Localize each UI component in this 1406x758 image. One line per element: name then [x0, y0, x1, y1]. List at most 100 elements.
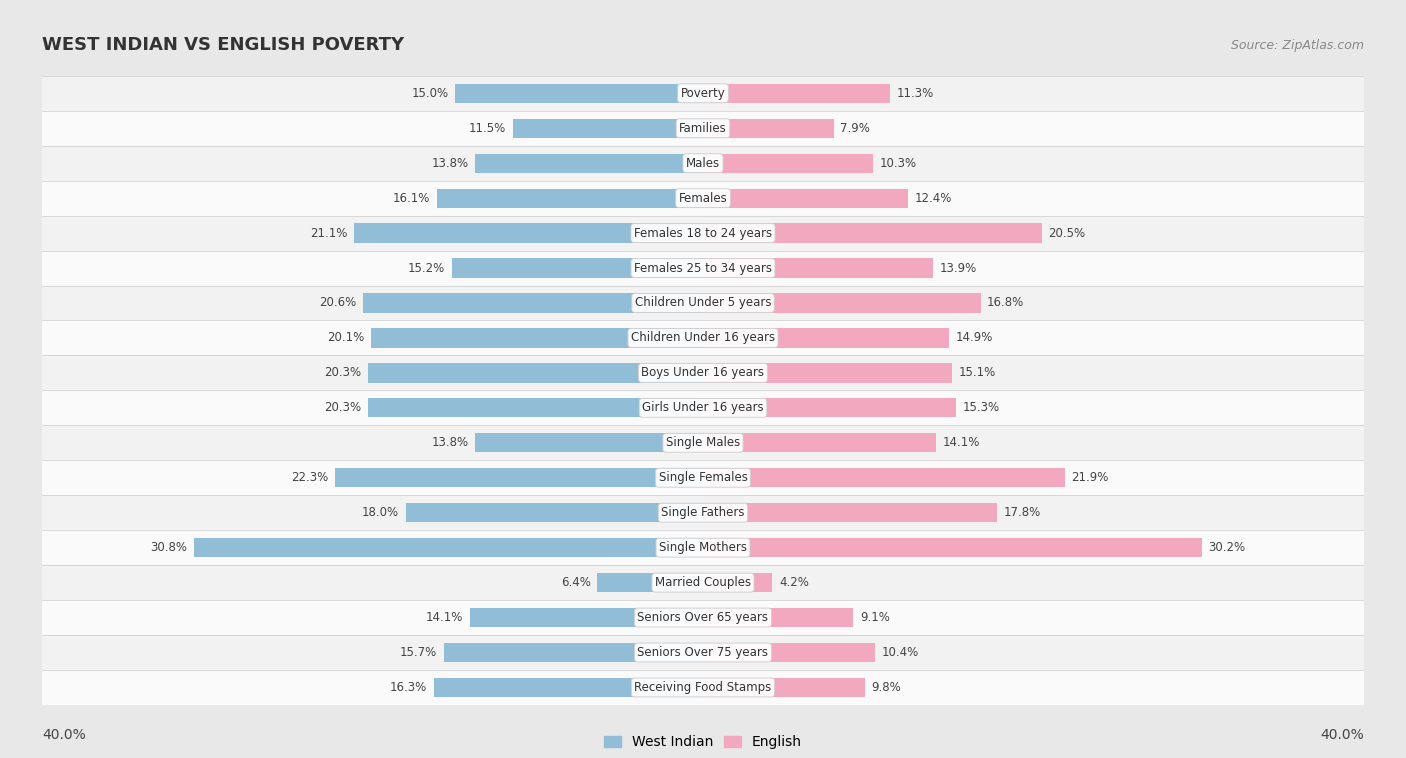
- Text: 15.7%: 15.7%: [399, 646, 437, 659]
- Bar: [42, 425, 1364, 460]
- Bar: [703, 293, 980, 312]
- Bar: [703, 118, 834, 138]
- Text: 13.8%: 13.8%: [432, 437, 468, 449]
- Bar: [703, 503, 997, 522]
- Bar: [703, 224, 1042, 243]
- Text: Children Under 16 years: Children Under 16 years: [631, 331, 775, 344]
- Text: 16.3%: 16.3%: [389, 681, 427, 694]
- Bar: [42, 111, 1364, 146]
- Text: Single Males: Single Males: [666, 437, 740, 449]
- Text: 6.4%: 6.4%: [561, 576, 591, 589]
- Bar: [475, 154, 703, 173]
- Text: Single Fathers: Single Fathers: [661, 506, 745, 519]
- Text: 15.0%: 15.0%: [412, 86, 449, 100]
- Text: Receiving Food Stamps: Receiving Food Stamps: [634, 681, 772, 694]
- Text: Families: Families: [679, 122, 727, 135]
- Bar: [367, 398, 703, 418]
- Bar: [42, 180, 1364, 215]
- Text: 4.2%: 4.2%: [779, 576, 808, 589]
- Bar: [42, 390, 1364, 425]
- Bar: [42, 460, 1364, 495]
- Text: 12.4%: 12.4%: [914, 192, 952, 205]
- Bar: [703, 433, 936, 453]
- Text: 20.3%: 20.3%: [323, 366, 361, 380]
- Bar: [335, 468, 703, 487]
- Bar: [42, 495, 1364, 530]
- Text: 20.1%: 20.1%: [328, 331, 364, 344]
- Text: Seniors Over 65 years: Seniors Over 65 years: [637, 611, 769, 624]
- Text: Source: ZipAtlas.com: Source: ZipAtlas.com: [1230, 39, 1364, 52]
- Text: 14.1%: 14.1%: [942, 437, 980, 449]
- Bar: [405, 503, 703, 522]
- Bar: [703, 363, 952, 383]
- Text: 14.1%: 14.1%: [426, 611, 464, 624]
- Bar: [194, 538, 703, 557]
- Bar: [703, 189, 908, 208]
- Bar: [703, 154, 873, 173]
- Bar: [42, 321, 1364, 356]
- Text: Boys Under 16 years: Boys Under 16 years: [641, 366, 765, 380]
- Text: 11.5%: 11.5%: [470, 122, 506, 135]
- Text: 20.6%: 20.6%: [319, 296, 356, 309]
- Bar: [703, 398, 956, 418]
- Text: 15.1%: 15.1%: [959, 366, 997, 380]
- Text: 10.3%: 10.3%: [880, 157, 917, 170]
- Text: 30.2%: 30.2%: [1209, 541, 1246, 554]
- Bar: [354, 224, 703, 243]
- Legend: West Indian, English: West Indian, English: [599, 729, 807, 755]
- Text: 22.3%: 22.3%: [291, 471, 328, 484]
- Bar: [703, 328, 949, 348]
- Text: 21.9%: 21.9%: [1071, 471, 1109, 484]
- Text: Single Mothers: Single Mothers: [659, 541, 747, 554]
- Text: Single Females: Single Females: [658, 471, 748, 484]
- Bar: [703, 83, 890, 103]
- Text: Females 18 to 24 years: Females 18 to 24 years: [634, 227, 772, 240]
- Text: WEST INDIAN VS ENGLISH POVERTY: WEST INDIAN VS ENGLISH POVERTY: [42, 36, 405, 55]
- Bar: [42, 251, 1364, 286]
- Text: 9.1%: 9.1%: [860, 611, 890, 624]
- Text: Children Under 5 years: Children Under 5 years: [634, 296, 772, 309]
- Bar: [703, 643, 875, 662]
- Bar: [363, 293, 703, 312]
- Bar: [42, 530, 1364, 565]
- Bar: [371, 328, 703, 348]
- Bar: [598, 573, 703, 592]
- Bar: [433, 678, 703, 697]
- Text: 17.8%: 17.8%: [1004, 506, 1040, 519]
- Bar: [703, 538, 1202, 557]
- Bar: [42, 635, 1364, 670]
- Bar: [703, 678, 865, 697]
- Text: 40.0%: 40.0%: [1320, 728, 1364, 742]
- Text: Females 25 to 34 years: Females 25 to 34 years: [634, 262, 772, 274]
- Bar: [42, 76, 1364, 111]
- Text: 10.4%: 10.4%: [882, 646, 918, 659]
- Text: 9.8%: 9.8%: [872, 681, 901, 694]
- Text: 13.8%: 13.8%: [432, 157, 468, 170]
- Bar: [42, 565, 1364, 600]
- Text: 16.1%: 16.1%: [394, 192, 430, 205]
- Text: Poverty: Poverty: [681, 86, 725, 100]
- Text: 18.0%: 18.0%: [361, 506, 399, 519]
- Bar: [437, 189, 703, 208]
- Text: 40.0%: 40.0%: [42, 728, 86, 742]
- Text: Seniors Over 75 years: Seniors Over 75 years: [637, 646, 769, 659]
- Bar: [42, 146, 1364, 180]
- Bar: [444, 643, 703, 662]
- Text: 15.2%: 15.2%: [408, 262, 446, 274]
- Text: 20.3%: 20.3%: [323, 401, 361, 415]
- Bar: [703, 573, 772, 592]
- Bar: [456, 83, 703, 103]
- Text: Males: Males: [686, 157, 720, 170]
- Text: 11.3%: 11.3%: [896, 86, 934, 100]
- Bar: [451, 258, 703, 277]
- Text: 30.8%: 30.8%: [150, 541, 187, 554]
- Text: Married Couples: Married Couples: [655, 576, 751, 589]
- Text: 14.9%: 14.9%: [956, 331, 993, 344]
- Bar: [42, 215, 1364, 251]
- Text: 15.3%: 15.3%: [962, 401, 1000, 415]
- Bar: [703, 608, 853, 627]
- Bar: [42, 670, 1364, 705]
- Bar: [42, 356, 1364, 390]
- Text: 13.9%: 13.9%: [939, 262, 977, 274]
- Bar: [703, 468, 1064, 487]
